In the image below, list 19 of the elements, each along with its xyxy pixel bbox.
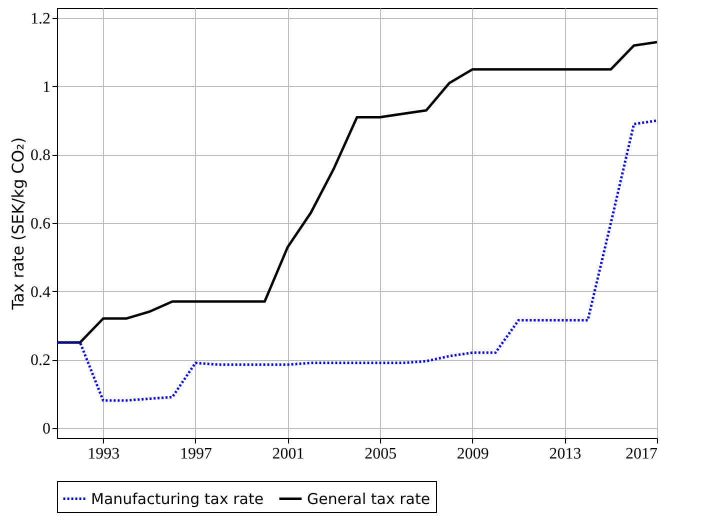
x-tick-label: 1993	[88, 446, 120, 462]
legend-label: General tax rate	[307, 490, 430, 508]
x-tick-label: 2005	[364, 446, 397, 462]
y-tick-label: 1.2	[30, 10, 50, 28]
x-tick-label: 2009	[456, 446, 489, 462]
y-tick-label: 0.8	[30, 147, 50, 164]
legend-label: Manufacturing tax rate	[91, 490, 264, 508]
y-tick-label: 0.2	[30, 352, 50, 370]
line-series	[57, 119, 657, 402]
line-series	[57, 40, 657, 344]
x-tick-label: 2013	[549, 446, 582, 462]
y-tick-label: 0	[42, 420, 50, 438]
x-tick-label: 2017	[626, 446, 658, 462]
x-tick-label: 2001	[272, 446, 304, 462]
y-tick-label: 0.4	[30, 284, 50, 301]
y-tick-label: 1	[42, 78, 50, 96]
y-tick-label: 0.6	[30, 216, 50, 232]
x-tick-label: 1997	[180, 446, 212, 462]
y-axis-title: Tax rate (SEK/kg CO₂)	[8, 137, 28, 311]
